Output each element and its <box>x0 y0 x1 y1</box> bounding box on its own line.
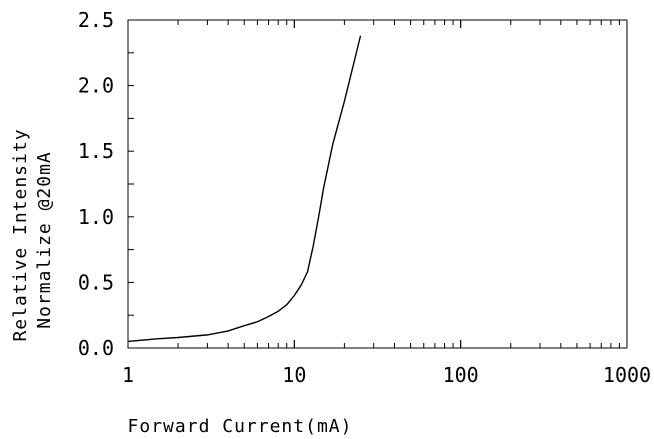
x-tick-label: 10 <box>282 363 306 387</box>
y-tick-label: 1.5 <box>78 139 114 163</box>
y-tick-labels: 0.0 0.5 1.0 1.5 2.0 2.5 <box>78 8 114 360</box>
y-tick-label: 2.5 <box>78 8 114 32</box>
y-tick-label: 0.0 <box>78 336 114 360</box>
y-tick-label: 0.5 <box>78 270 114 294</box>
x-tick-label: 1000 <box>603 363 651 387</box>
x-tick-label: 100 <box>443 363 479 387</box>
y-tick-label: 1.0 <box>78 205 114 229</box>
x-minor-ticks <box>127 20 628 348</box>
x-tick-labels: 1 10 100 1000 <box>122 363 651 387</box>
y-tick-label: 2.0 <box>78 74 114 98</box>
plot-frame <box>127 19 628 349</box>
y-minor-ticks <box>128 19 134 349</box>
y-axis-title-line-1: Relative Intensity <box>10 128 31 341</box>
x-tick-label: 1 <box>122 363 134 387</box>
y-axis-title-line-2: Normalize @20mA <box>34 151 55 329</box>
x-axis-title: Forward Current(mA) <box>128 416 353 437</box>
series-line <box>127 35 362 343</box>
